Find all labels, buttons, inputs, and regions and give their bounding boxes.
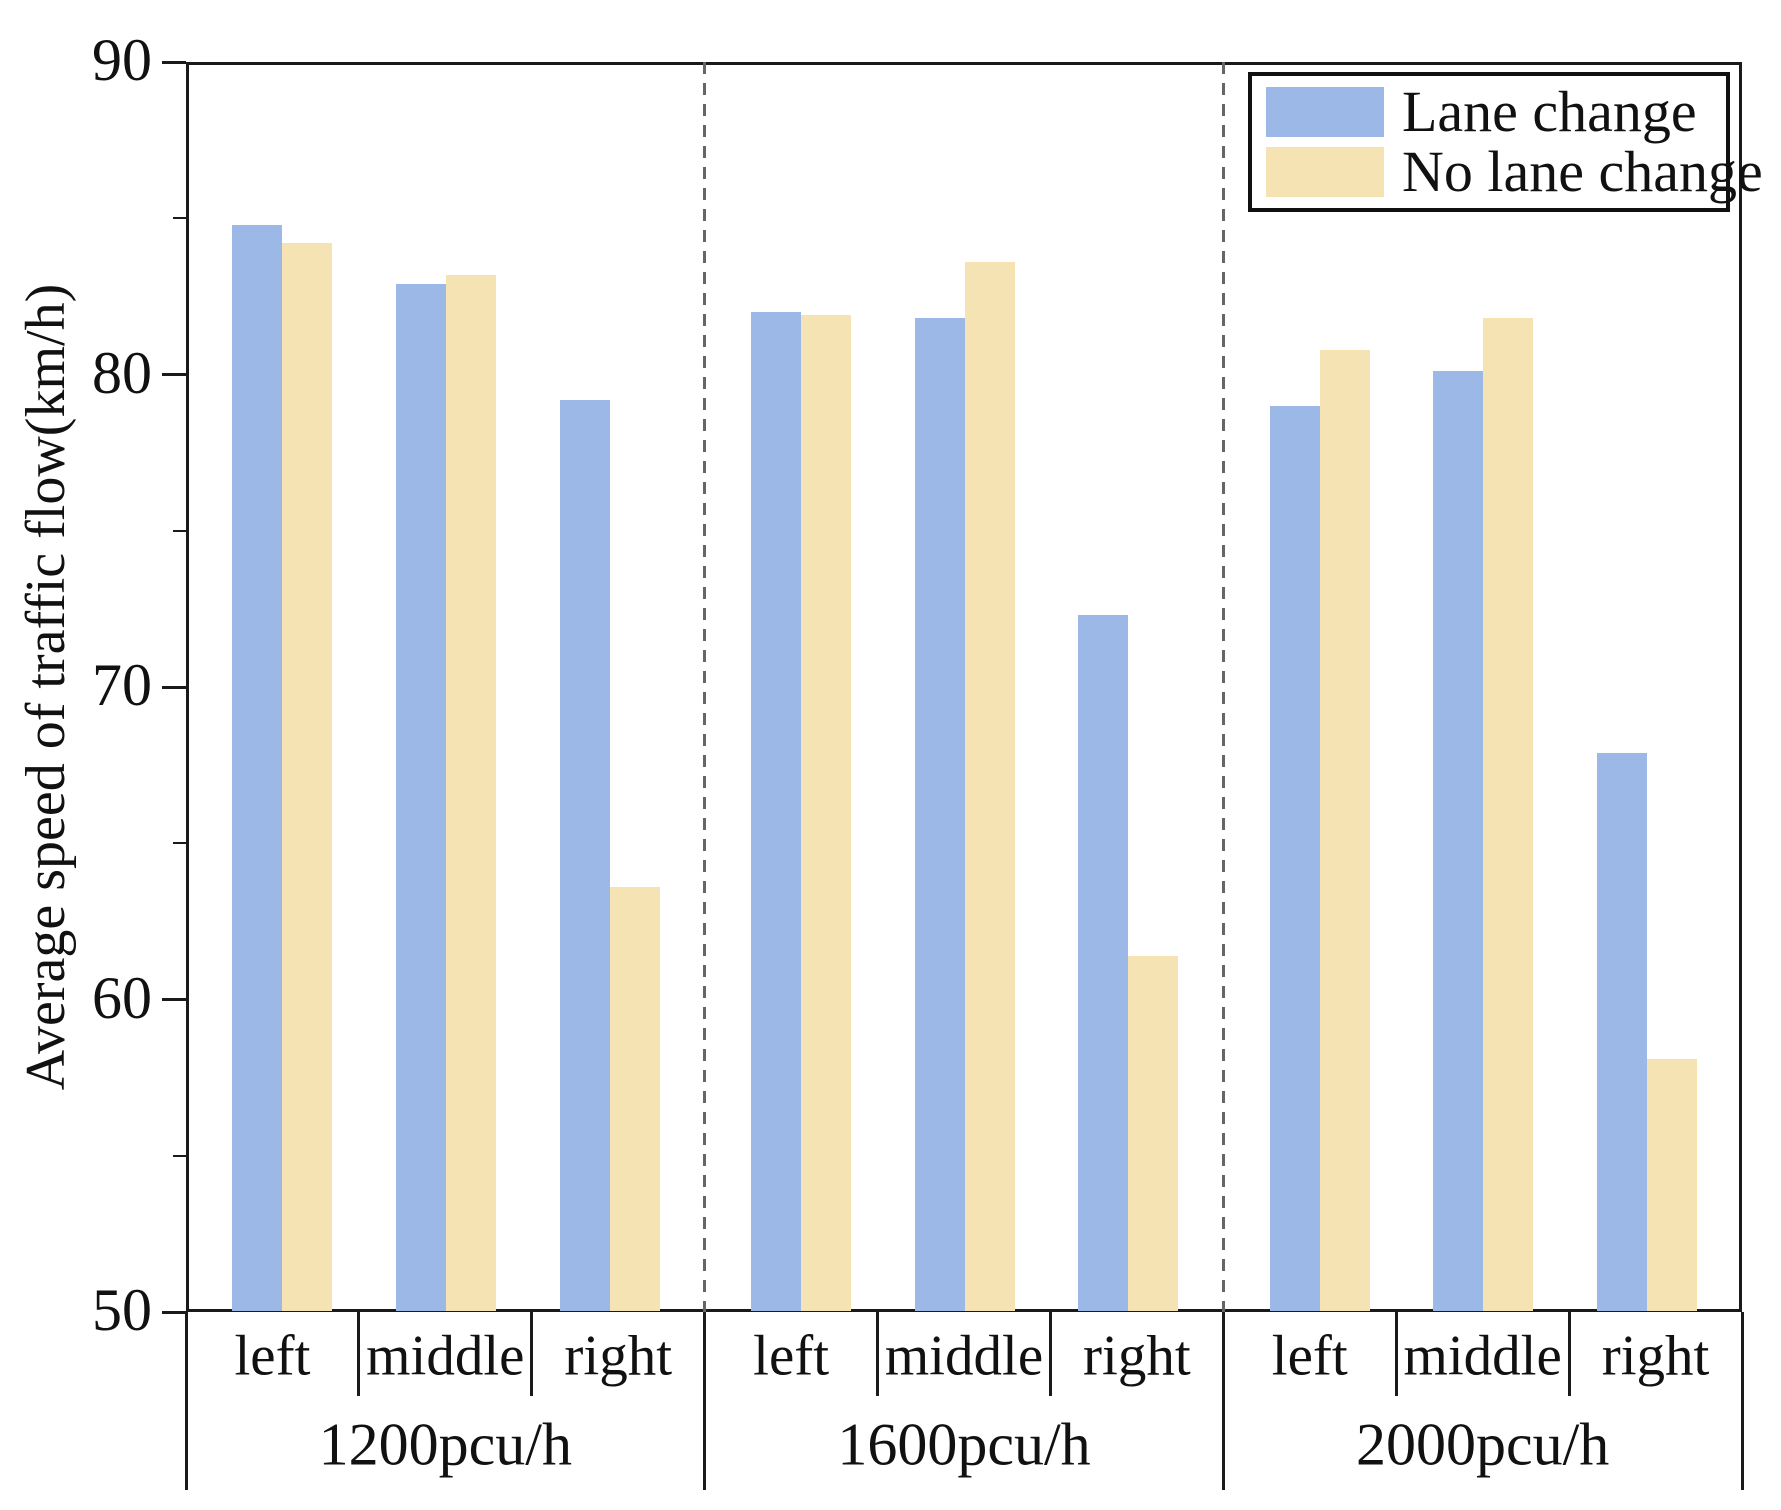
lane-label-middle: middle: [366, 1324, 525, 1388]
x-axis-lane-divider: [1567, 1312, 1571, 1396]
legend: Lane change No lane change: [1248, 72, 1763, 212]
group-label-1200pcu/h: 1200pcu/h: [318, 1411, 572, 1478]
group-separator-line: [703, 62, 707, 1312]
x-axis-lane-divider: [357, 1312, 361, 1396]
bar-no-lane-change-1600pcu/h-middle: [964, 262, 1015, 1311]
bar-no-lane-change-2000pcu/h-right: [1647, 1058, 1698, 1311]
y-axis-tick-label: 60: [92, 964, 152, 1031]
bar-no-lane-change-1200pcu/h-right: [609, 887, 660, 1311]
bar-lane-change-2000pcu/h-right: [1597, 752, 1648, 1311]
y-axis-minor-tick: [173, 529, 186, 532]
x-axis-lane-divider: [530, 1312, 534, 1396]
bar-lane-change-1200pcu/h-right: [559, 399, 610, 1311]
y-axis-tick-label: 90: [92, 27, 152, 94]
lane-label-left: left: [1271, 1324, 1348, 1388]
bar-lane-change-1600pcu/h-middle: [914, 318, 965, 1311]
y-axis-major-tick: [162, 998, 186, 1001]
y-axis-minor-tick: [173, 1154, 186, 1157]
y-axis-minor-tick: [173, 217, 186, 220]
lane-label-left: left: [234, 1324, 311, 1388]
bar-no-lane-change-2000pcu/h-middle: [1483, 318, 1534, 1311]
bar-lane-change-2000pcu/h-left: [1269, 405, 1320, 1311]
y-axis-tick-label: 50: [92, 1277, 152, 1344]
bar-lane-change-2000pcu/h-middle: [1433, 371, 1484, 1311]
y-axis-major-tick: [162, 1310, 186, 1314]
lane-label-right: right: [1083, 1324, 1191, 1388]
x-axis-group-divider: [1740, 1312, 1744, 1490]
group-label-2000pcu/h: 2000pcu/h: [1356, 1411, 1610, 1478]
bar-lane-change-1600pcu/h-right: [1078, 615, 1129, 1311]
bar-lane-change-1200pcu/h-left: [232, 224, 283, 1311]
lane-label-left: left: [753, 1324, 830, 1388]
y-axis-major-tick: [162, 685, 186, 689]
y-axis-tick-label: 80: [92, 339, 152, 406]
x-axis-lane-divider: [1048, 1312, 1052, 1396]
bar-no-lane-change-1600pcu/h-right: [1128, 955, 1179, 1311]
x-axis-lane-divider: [1394, 1312, 1398, 1396]
x-axis-lane-divider: [876, 1312, 880, 1396]
bar-no-lane-change-1200pcu/h-left: [282, 243, 333, 1311]
lane-label-right: right: [564, 1324, 673, 1388]
y-axis-major-tick: [162, 373, 186, 376]
lane-label-right: right: [1601, 1324, 1710, 1388]
lane-change-swatch-icon: [1266, 87, 1384, 138]
bar-no-lane-change-1600pcu/h-left: [801, 315, 852, 1311]
y-axis-tick-label: 70: [92, 652, 152, 719]
x-axis-group-divider: [1221, 1312, 1225, 1490]
y-axis-major-tick: [162, 60, 186, 64]
x-axis-group-divider: [703, 1312, 707, 1490]
y-axis-minor-tick: [173, 842, 186, 845]
legend-entry-lane-change: Lane change: [1266, 83, 1712, 141]
no-lane-change-swatch-icon: [1266, 146, 1384, 197]
lane-label-middle: middle: [884, 1324, 1044, 1388]
bar-lane-change-1600pcu/h-left: [751, 312, 802, 1311]
x-axis-group-divider: [184, 1312, 188, 1490]
group-label-1600pcu/h: 1600pcu/h: [837, 1411, 1091, 1478]
legend-label-lane-change: Lane change: [1402, 79, 1697, 145]
bar-no-lane-change-1200pcu/h-middle: [445, 274, 496, 1311]
group-separator-line: [1221, 62, 1225, 1312]
legend-entry-no-lane-change: No lane change: [1266, 142, 1763, 201]
bar-lane-change-1200pcu/h-middle: [395, 283, 446, 1311]
bar-no-lane-change-2000pcu/h-left: [1319, 349, 1370, 1311]
legend-label-no-lane-change: No lane change: [1402, 138, 1763, 204]
lane-label-middle: middle: [1403, 1324, 1562, 1388]
